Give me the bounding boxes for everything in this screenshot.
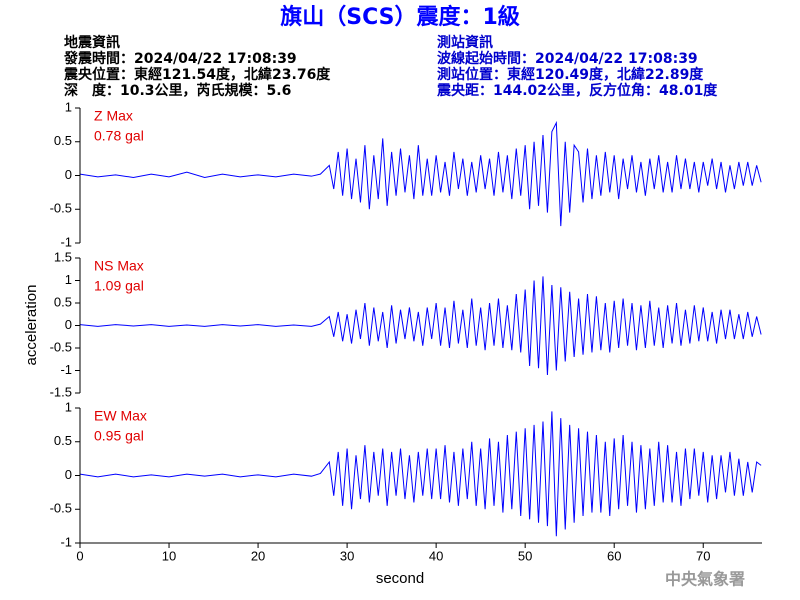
x-tick-label: 0	[76, 548, 83, 563]
y-tick-label: -0.5	[50, 339, 72, 354]
info-left: 深 度：10.3公里，芮氏規模：5.6	[64, 82, 291, 99]
info-right: 波線起始時間：2024/04/22 17:08:39	[437, 50, 698, 67]
y-tick-label: 0.5	[54, 433, 72, 448]
info-right: 震央距：144.02公里，反方位角：48.01度	[436, 82, 718, 99]
x-tick-label: 10	[162, 548, 176, 563]
x-tick-label: 60	[607, 548, 621, 563]
y-tick-label: -0.5	[50, 501, 72, 516]
info-right: 測站位置：東經120.49度，北緯22.89度	[437, 66, 704, 83]
channel-max: 0.95 gal	[94, 428, 144, 444]
channel-title: NS Max	[94, 258, 144, 274]
y-tick-label: 1	[65, 99, 72, 114]
x-tick-label: 70	[696, 548, 710, 563]
y-axis-label: acceleration	[23, 285, 40, 366]
y-tick-label: 1	[65, 399, 72, 414]
y-tick-label: -1	[60, 534, 72, 549]
y-tick-label: -1	[60, 234, 72, 249]
channel-max: 1.09 gal	[94, 278, 144, 294]
footer: 中央氣象署	[665, 570, 745, 589]
y-tick-label: 1.5	[54, 249, 72, 264]
y-tick-label: -1.5	[50, 384, 72, 399]
y-tick-label: 1	[65, 272, 72, 287]
info-right: 測站資訊	[437, 34, 493, 51]
channel-title: Z Max	[94, 108, 133, 124]
info-left: 震央位置：東經121.54度，北緯23.76度	[63, 66, 331, 83]
y-tick-label: 0	[65, 167, 72, 182]
y-tick-label: -0.5	[50, 201, 72, 216]
info-left: 發震時間：2024/04/22 17:08:39	[63, 50, 297, 67]
x-tick-label: 30	[340, 548, 354, 563]
x-tick-label: 40	[429, 548, 443, 563]
y-tick-label: 0.5	[54, 133, 72, 148]
y-tick-label: 0.5	[54, 294, 72, 309]
waveform	[79, 411, 762, 537]
y-tick-label: -1	[60, 362, 72, 377]
channel-title: EW Max	[94, 408, 147, 424]
channel-max: 0.78 gal	[94, 128, 144, 144]
chart-title: 旗山（SCS）震度：1級	[280, 4, 520, 30]
waveform	[79, 276, 762, 376]
info-left: 地震資訊	[64, 34, 120, 51]
x-axis-label: second	[376, 570, 424, 587]
y-tick-label: 0	[65, 467, 72, 482]
x-tick-label: 50	[518, 548, 532, 563]
waveform	[79, 120, 762, 227]
y-tick-label: 0	[65, 317, 72, 332]
x-tick-label: 20	[251, 548, 265, 563]
